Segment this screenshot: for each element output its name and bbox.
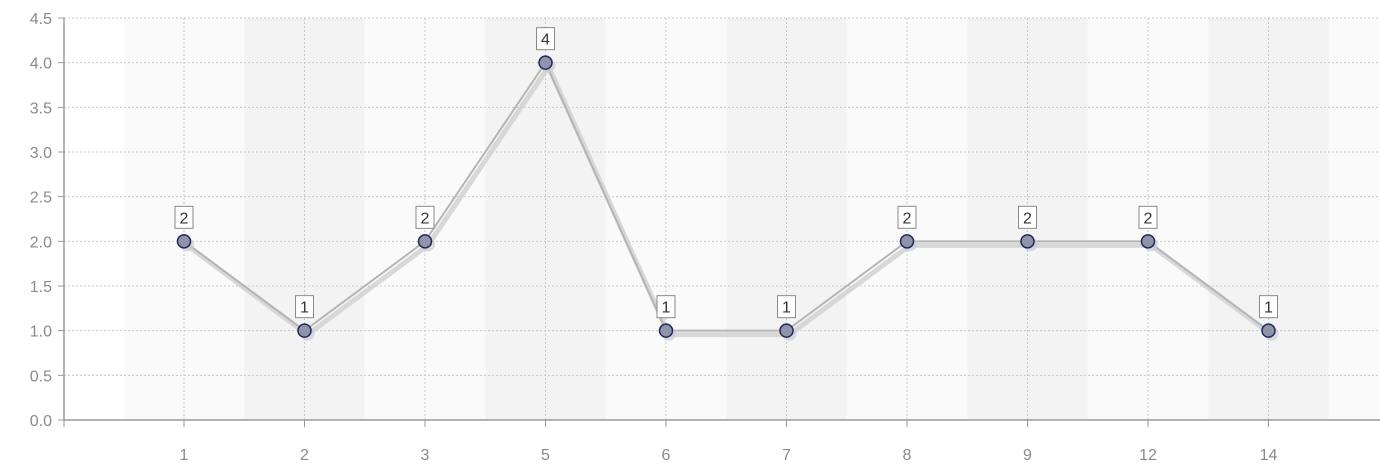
data-label-text: 2 [1144, 210, 1153, 227]
data-label: 2 [1018, 205, 1037, 229]
data-label-box [415, 205, 435, 229]
data-label: 2 [897, 205, 917, 229]
data-label-text: 1 [300, 300, 309, 317]
data-label: 2 [174, 205, 194, 229]
x-tick-label: 6 [662, 447, 671, 464]
data-label-text: 1 [782, 300, 791, 317]
data-label: 2 [1138, 205, 1158, 229]
data-label-box [1138, 205, 1158, 229]
y-axis-ticks: 0.0 0.5 1.0 1.5 2.0 2.5 3.0 3.5 4.0 4.5 [30, 11, 52, 430]
data-point [417, 234, 433, 249]
y-tick-label: 0.0 [30, 413, 52, 430]
x-tick-label: 2 [300, 447, 309, 464]
data-label-box [295, 295, 314, 319]
data-label-box [174, 205, 194, 229]
y-tick-label: 1.0 [30, 324, 52, 341]
data-label: 1 [656, 295, 676, 319]
x-tick-label: 7 [782, 447, 791, 464]
series-markers [176, 55, 1279, 341]
data-point [1020, 234, 1035, 249]
data-label: 1 [295, 295, 314, 319]
data-point [1261, 323, 1276, 338]
y-tick-label: 2.0 [30, 234, 52, 251]
x-tick-label: 12 [1139, 447, 1157, 464]
data-label-text: 2 [180, 210, 189, 227]
series-line-path [183, 61, 1270, 332]
data-point [176, 234, 192, 249]
x-tick-label: 14 [1260, 447, 1278, 464]
y-tick-label: 2.5 [30, 190, 52, 207]
data-point [779, 323, 794, 338]
data-label-text: 4 [541, 32, 550, 49]
series-line [183, 61, 1273, 338]
data-label-box [536, 27, 555, 51]
y-tick-label: 0.5 [30, 368, 52, 385]
data-label: 1 [1259, 295, 1278, 319]
background-bands [123, 18, 1380, 420]
data-point [297, 323, 312, 338]
data-label-box [897, 205, 917, 229]
y-tick-label: 1.5 [30, 279, 52, 296]
data-labels: 2 1 2 4 1 1 2 2 2 1 [174, 27, 1278, 319]
data-label-box [1259, 295, 1278, 319]
y-tick-label: 3.0 [30, 145, 52, 162]
data-point [1140, 234, 1156, 249]
data-label-text: 1 [1264, 300, 1273, 317]
data-label-text: 2 [1023, 210, 1032, 227]
data-label-text: 1 [662, 300, 671, 317]
x-tick-label: 8 [903, 447, 912, 464]
data-label: 1 [777, 295, 796, 319]
y-tick-label: 4.5 [30, 11, 52, 28]
data-label-box [1018, 205, 1037, 229]
y-tick-label: 3.5 [30, 100, 52, 117]
x-tick-label: 3 [421, 447, 430, 464]
data-label-box [777, 295, 796, 319]
data-label: 2 [415, 205, 435, 229]
data-point [899, 234, 915, 249]
data-label: 4 [536, 27, 555, 51]
data-label-text: 2 [903, 210, 912, 227]
x-tick-label: 5 [541, 447, 550, 464]
x-axis-ticks: 1 2 3 5 6 7 8 9 12 14 [180, 447, 1278, 464]
data-point [658, 323, 674, 338]
y-tick-label: 4.0 [30, 56, 52, 73]
data-point [538, 55, 553, 70]
data-label-box [656, 295, 676, 319]
data-label-text: 2 [421, 210, 430, 227]
x-tick-label: 9 [1023, 447, 1032, 464]
x-tick-label: 1 [180, 447, 189, 464]
background-band [1328, 18, 1380, 420]
axes [58, 17, 1380, 427]
series-line-shadow [185, 64, 1273, 338]
